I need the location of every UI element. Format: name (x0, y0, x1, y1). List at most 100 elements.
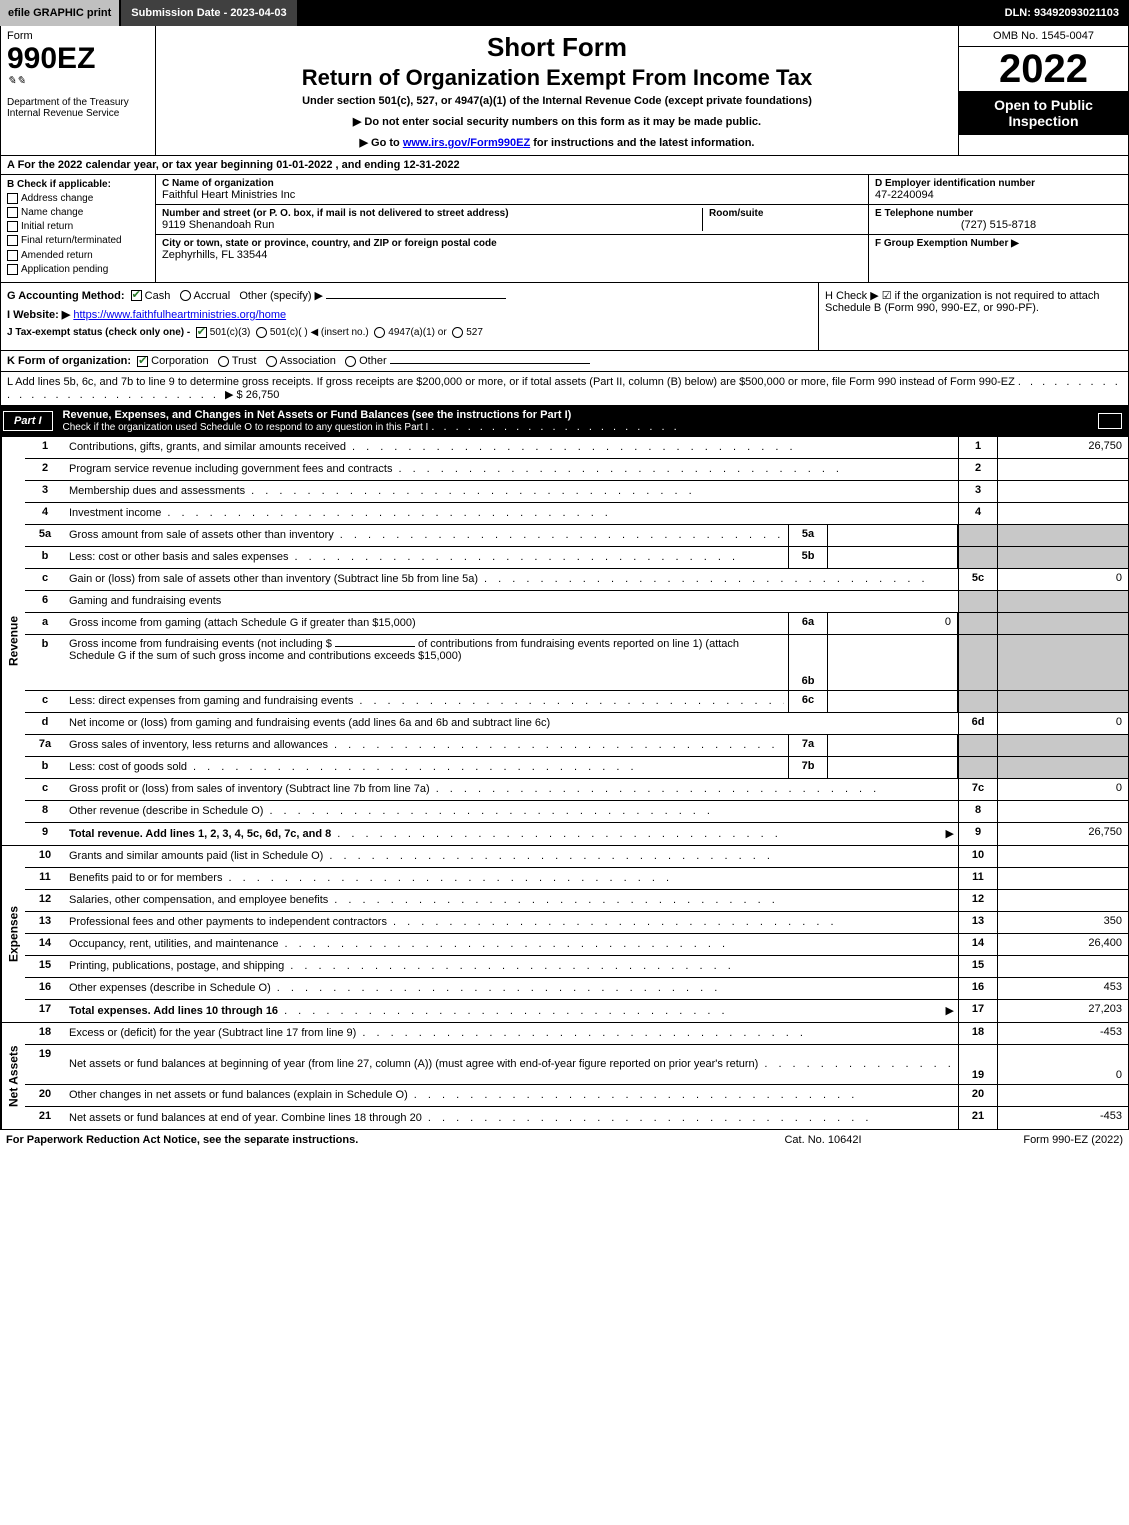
l10-rnum: 10 (958, 846, 998, 867)
header-center: Short Form Return of Organization Exempt… (156, 26, 958, 155)
part1-schedule-o-checkbox[interactable] (1098, 413, 1122, 429)
l7a-sv (828, 735, 958, 756)
other-org-input[interactable] (390, 363, 590, 364)
note-no-ssn: ▶ Do not enter social security numbers o… (166, 115, 948, 128)
group-exemption-label: F Group Exemption Number ▶ (875, 238, 1122, 249)
l4-num: 4 (25, 503, 65, 524)
l6d-rnum: 6d (958, 713, 998, 734)
l18-desc: Excess or (deficit) for the year (Subtra… (69, 1027, 356, 1039)
l7a-rnum-shade (958, 735, 998, 756)
dots: . . . . . . . . . . . . . . . . . . . . … (167, 507, 954, 519)
chk-501c[interactable] (256, 327, 267, 338)
col-c: C Name of organization Faithful Heart Mi… (156, 175, 868, 282)
line-tax-exempt: J Tax-exempt status (check only one) - 5… (7, 327, 812, 338)
l7b-desc: Less: cost of goods sold (69, 761, 187, 773)
l7b-rnum-shade (958, 757, 998, 778)
l5c-rnum: 5c (958, 569, 998, 590)
l21-num: 21 (25, 1107, 65, 1129)
lbl-trust: Trust (232, 355, 257, 367)
line-18: 18 Excess or (deficit) for the year (Sub… (25, 1023, 1128, 1045)
l7c-num: c (25, 779, 65, 800)
l7a-sn: 7a (788, 735, 828, 756)
chk-name-change[interactable]: Name change (7, 207, 149, 218)
footer-mid: Cat. No. 10642I (723, 1134, 923, 1146)
footer-left: For Paperwork Reduction Act Notice, see … (6, 1134, 723, 1146)
phone-value: (727) 515-8718 (875, 219, 1122, 231)
l12-rnum: 12 (958, 890, 998, 911)
col-def: D Employer identification number 47-2240… (868, 175, 1128, 282)
l7b-val-shade (998, 757, 1128, 778)
line-1: 1 Contributions, gifts, grants, and simi… (25, 437, 1128, 459)
chk-527[interactable] (452, 327, 463, 338)
website-link[interactable]: https://www.faithfulheartministries.org/… (73, 309, 286, 321)
note2-pre: ▶ Go to (360, 137, 403, 149)
l6-rnum-shade (958, 591, 998, 612)
l7a-val-shade (998, 735, 1128, 756)
chk-amended-return[interactable]: Amended return (7, 250, 149, 261)
line-6d: d Net income or (loss) from gaming and f… (25, 713, 1128, 735)
l7c-rnum: 7c (958, 779, 998, 800)
ein-label: D Employer identification number (875, 178, 1122, 189)
part1-header: Part I Revenue, Expenses, and Changes in… (0, 406, 1129, 437)
chk-initial-return[interactable]: Initial return (7, 221, 149, 232)
l15-rnum: 15 (958, 956, 998, 977)
chk-501c3[interactable] (196, 327, 207, 338)
line-3: 3 Membership dues and assessments. . . .… (25, 481, 1128, 503)
dots: . . . . . . . . . . . . . . . . . . . . … (764, 1058, 954, 1070)
l7a-desc: Gross sales of inventory, less returns a… (69, 739, 328, 751)
l8-desc: Other revenue (describe in Schedule O) (69, 805, 263, 817)
line-17: 17 Total expenses. Add lines 10 through … (25, 1000, 1128, 1022)
line-6: 6 Gaming and fundraising events (25, 591, 1128, 613)
l9-num: 9 (25, 823, 65, 845)
chk-corporation[interactable] (137, 356, 148, 367)
website-label: I Website: ▶ (7, 309, 70, 321)
open-to-public: Open to Public Inspection (959, 91, 1128, 135)
l7b-num: b (25, 757, 65, 778)
l6b-blank[interactable] (335, 646, 415, 647)
l5a-sv (828, 525, 958, 546)
l5b-sv (828, 547, 958, 568)
chk-cash[interactable] (131, 290, 142, 301)
chk-address-change[interactable]: Address change (7, 193, 149, 204)
lbl-501c3: 501(c)(3) (210, 327, 251, 338)
irs-link[interactable]: www.irs.gov/Form990EZ (403, 137, 530, 149)
chk-association[interactable] (266, 356, 277, 367)
efile-print-button[interactable]: efile GRAPHIC print (0, 0, 121, 26)
line-12: 12 Salaries, other compensation, and emp… (25, 890, 1128, 912)
sec-group-exemption: F Group Exemption Number ▶ (869, 235, 1128, 252)
col-b: B Check if applicable: Address change Na… (1, 175, 156, 282)
other-method-input[interactable] (326, 298, 506, 299)
chk-other-org[interactable] (345, 356, 356, 367)
lbl-501c: 501(c)( ) ◀ (insert no.) (270, 327, 369, 338)
l1-val: 26,750 (998, 437, 1128, 458)
header-left: Form 990EZ ✎✎ Department of the Treasury… (1, 26, 156, 155)
chk-accrual[interactable] (180, 290, 191, 301)
l11-desc: Benefits paid to or for members (69, 872, 222, 884)
l7c-val: 0 (998, 779, 1128, 800)
l5c-val: 0 (998, 569, 1128, 590)
short-form-title: Short Form (166, 32, 948, 63)
cell-org-name: C Name of organization Faithful Heart Mi… (156, 175, 868, 205)
l11-val (998, 868, 1128, 889)
l18-num: 18 (25, 1023, 65, 1044)
l14-desc: Occupancy, rent, utilities, and maintena… (69, 938, 279, 950)
street-value: 9119 Shenandoah Run (162, 219, 702, 231)
l6c-num: c (25, 691, 65, 712)
l17-num: 17 (25, 1000, 65, 1022)
l16-num: 16 (25, 978, 65, 999)
line-10: 10 Grants and similar amounts paid (list… (25, 846, 1128, 868)
chk-application-pending[interactable]: Application pending (7, 264, 149, 275)
dots: . . . . . . . . . . . . . . . . . . . . … (269, 805, 954, 817)
chk-final-return[interactable]: Final return/terminated (7, 235, 149, 246)
l2-rnum: 2 (958, 459, 998, 480)
l15-val (998, 956, 1128, 977)
l5c-desc: Gain or (loss) from sale of assets other… (69, 573, 478, 585)
flourish-icon: ✎✎ (7, 74, 149, 87)
l16-rnum: 16 (958, 978, 998, 999)
chk-trust[interactable] (218, 356, 229, 367)
footer: For Paperwork Reduction Act Notice, see … (0, 1130, 1129, 1150)
l13-desc: Professional fees and other payments to … (69, 916, 387, 928)
chk-4947[interactable] (374, 327, 385, 338)
l2-num: 2 (25, 459, 65, 480)
l4-desc: Investment income (69, 507, 161, 519)
